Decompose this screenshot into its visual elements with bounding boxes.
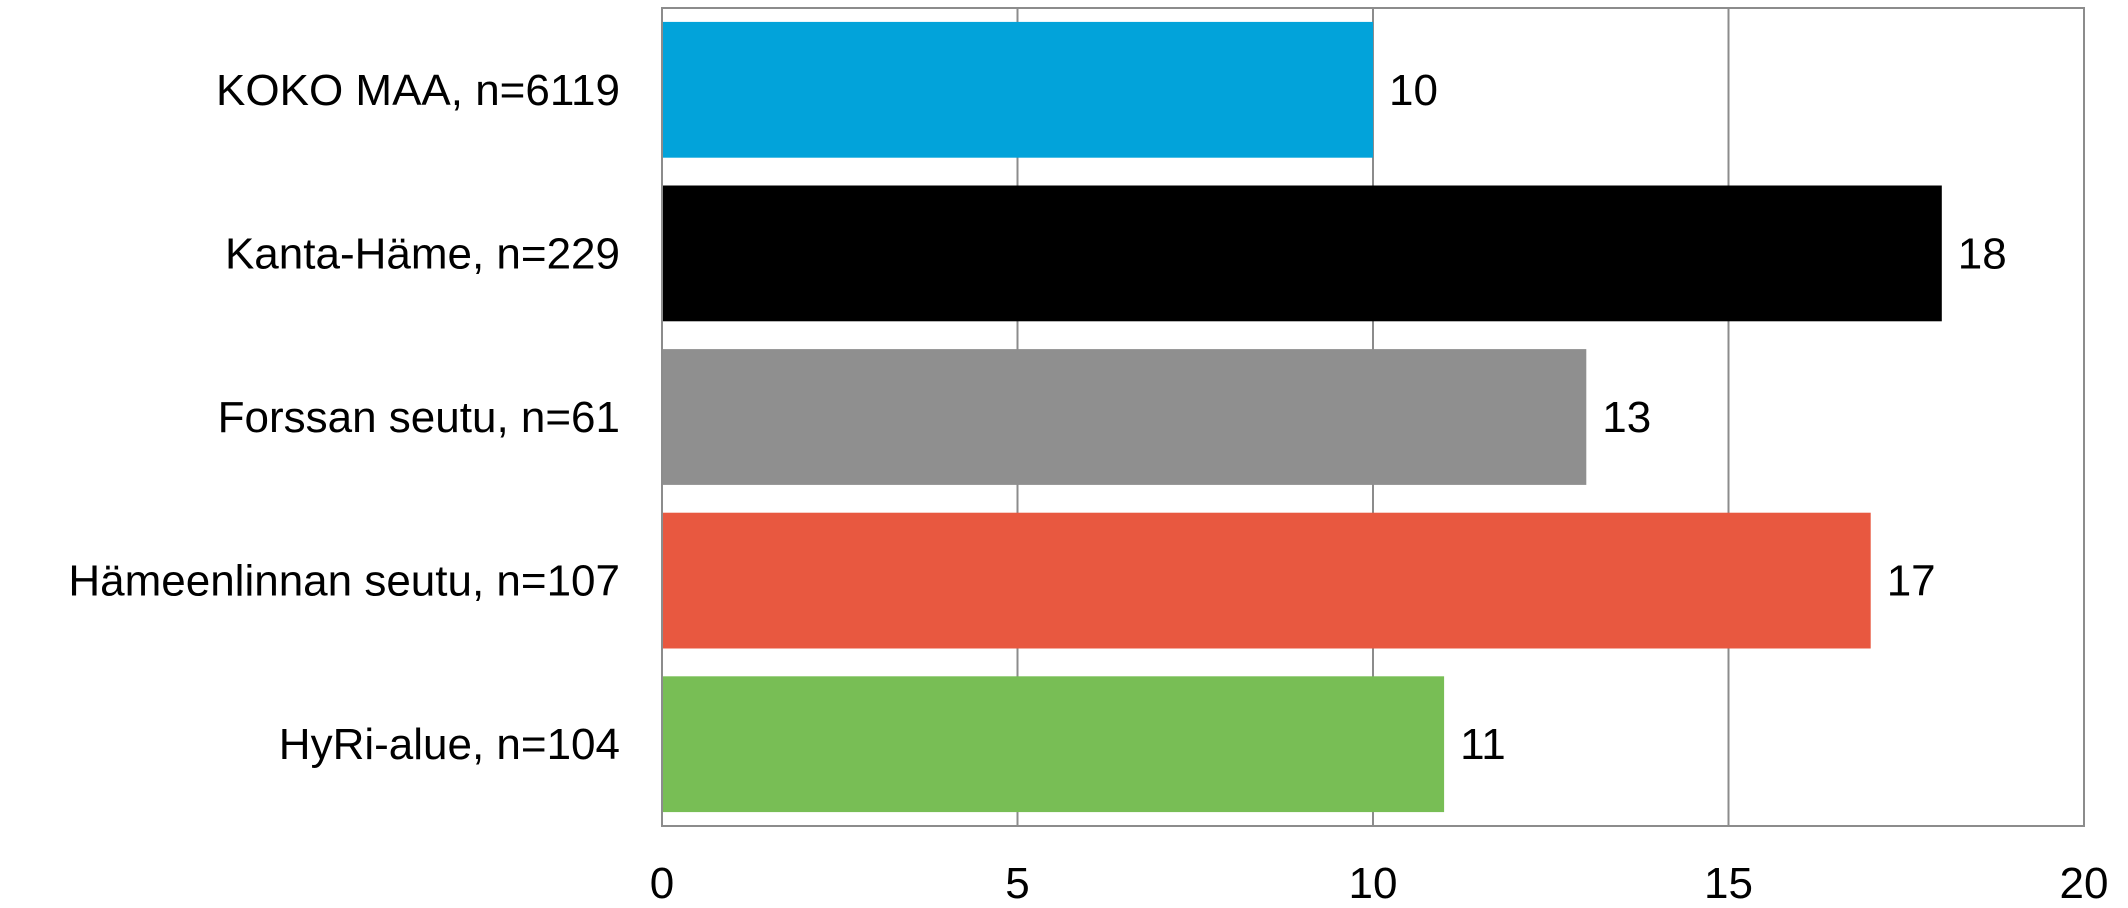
- category-label: Kanta-Häme, n=229: [225, 229, 620, 278]
- labels: 0 5 10 15 20 KOKO MAA, n=6119 10 Kanta-Häme, n=…: [68, 66, 2109, 908]
- bars: [662, 21, 1942, 813]
- category-label: Forssan seutu, n=61: [218, 393, 620, 442]
- data-label: 11: [1460, 720, 1506, 769]
- bar: [662, 512, 1871, 649]
- plot-frame: [661, 7, 2085, 827]
- category-label: HyRi-alue, n=104: [279, 720, 620, 769]
- data-label: 13: [1602, 393, 1651, 442]
- x-tick-label: 0: [650, 859, 674, 903]
- bar: [662, 185, 1942, 322]
- x-tick-label: 10: [1349, 859, 1398, 903]
- x-tick-label: 5: [1005, 859, 1029, 903]
- bar: [662, 676, 1445, 813]
- category-label: KOKO MAA, n=6119: [216, 66, 620, 115]
- data-label: 17: [1887, 557, 1936, 606]
- category-label: Hämeenlinnan seutu, n=107: [68, 557, 620, 606]
- data-label: 18: [1958, 229, 2007, 278]
- bar: [662, 21, 1373, 158]
- data-label: 10: [1389, 66, 1438, 115]
- x-tick-label: 15: [1704, 859, 1753, 903]
- bar: [662, 349, 1587, 485]
- x-tick-label: 20: [2060, 859, 2109, 903]
